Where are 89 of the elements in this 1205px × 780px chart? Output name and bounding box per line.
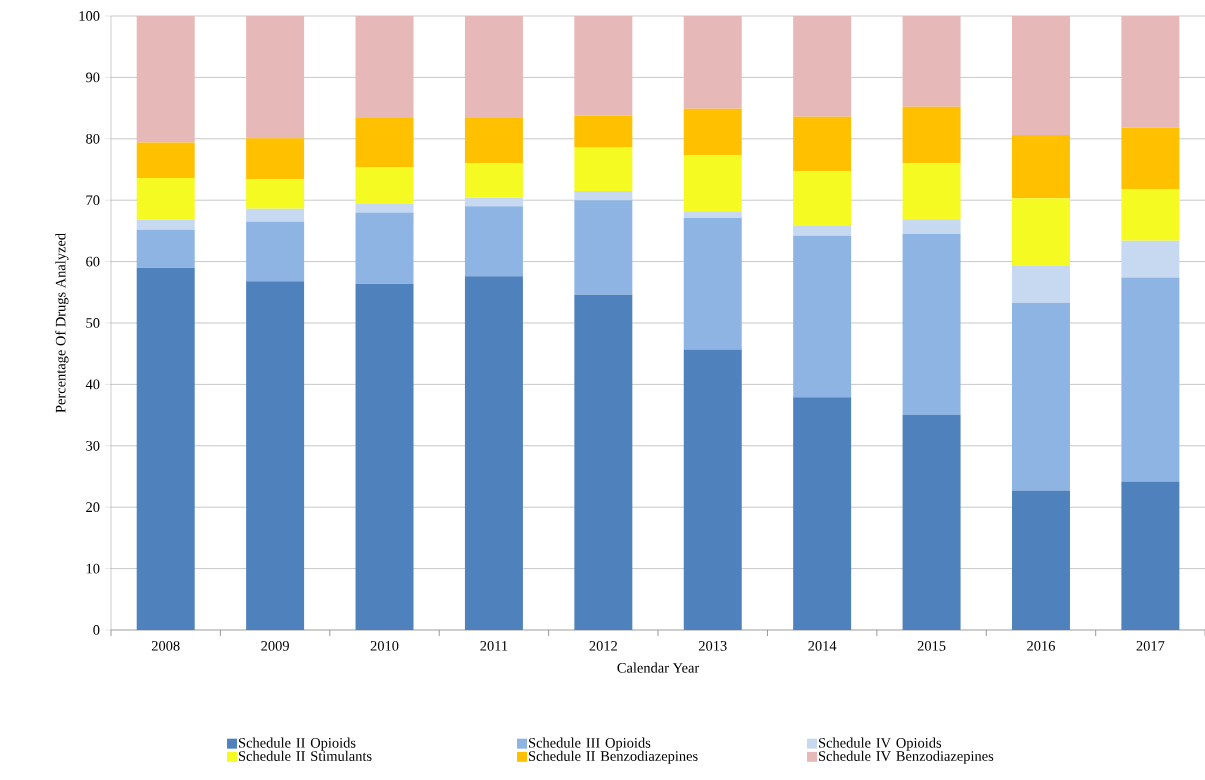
bar: [1121, 240, 1180, 278]
bar: [1121, 127, 1180, 190]
bar: [683, 349, 742, 630]
bar: [355, 212, 414, 284]
legend-label: Schedule IV Opioids: [819, 737, 942, 751]
bar: [1011, 135, 1070, 199]
bar: [574, 190, 633, 201]
bar: [574, 115, 633, 148]
x-tick-label: 2017: [1136, 641, 1165, 651]
x-tick-label: 2010: [370, 641, 399, 651]
bar: [902, 415, 961, 630]
bar: [355, 15, 414, 118]
bar: [902, 106, 961, 164]
bar: [464, 276, 523, 630]
y-tick-label: 60: [86, 256, 100, 267]
y-tick-label: 30: [86, 440, 100, 451]
bar: [136, 229, 195, 268]
legend-label: Schedule III Opioids: [529, 737, 651, 751]
bar: [355, 203, 414, 213]
bar: [464, 15, 523, 118]
bar: [902, 15, 961, 107]
bar: [246, 179, 305, 209]
y-tick-label: 100: [79, 11, 100, 21]
bar: [1121, 189, 1180, 241]
bar: [1011, 490, 1070, 630]
y-tick-label: 20: [86, 502, 100, 513]
bar: [793, 171, 852, 226]
bar: [464, 206, 523, 277]
x-tick-label: 2015: [917, 641, 946, 651]
bar: [793, 116, 852, 172]
y-tick-label: 10: [86, 563, 100, 574]
bar: [1011, 265, 1070, 303]
bar: [793, 397, 852, 630]
bar: [464, 197, 523, 207]
bar: [246, 208, 305, 222]
bar: [136, 142, 195, 179]
x-tick-label: 2013: [698, 641, 727, 651]
x-tick-label: 2009: [261, 641, 289, 651]
bar: [464, 117, 523, 164]
bar: [683, 211, 742, 218]
bar: [574, 294, 633, 630]
bar: [574, 200, 633, 295]
bar: [793, 235, 852, 398]
bar: [1011, 302, 1070, 491]
bar: [464, 163, 523, 198]
y-tick-label: 40: [85, 379, 100, 390]
bar: [683, 218, 742, 350]
bar: [136, 267, 195, 630]
bar: [902, 233, 961, 416]
bar: [793, 225, 852, 236]
bar: [1121, 277, 1180, 482]
y-tick-label: 90: [86, 72, 100, 83]
y-tick-label: 80: [86, 133, 100, 144]
bar: [1121, 481, 1180, 630]
bar: [683, 108, 742, 156]
bar: [1121, 15, 1180, 128]
y-tick-label: 0: [93, 625, 100, 635]
bar: [355, 117, 414, 168]
bar: [246, 138, 305, 180]
bar: [793, 15, 852, 117]
bar: [355, 167, 414, 204]
legend-label: Schedule II Stimulants: [239, 750, 372, 761]
bar: [246, 221, 305, 282]
legend-label: Schedule IV Benzodiazepines: [819, 750, 994, 764]
bar: [683, 15, 742, 109]
legend-label: Schedule II Benzodiazepines: [529, 750, 698, 764]
bar: [574, 15, 633, 116]
x-tick-label: 2008: [151, 641, 180, 651]
x-tick-label: 2014: [808, 641, 837, 651]
bar: [136, 15, 195, 143]
x-axis-title: Calendar Year: [617, 662, 700, 673]
x-tick-label: 2011: [480, 641, 508, 651]
bar: [683, 155, 742, 212]
bar: [574, 147, 633, 191]
y-axis-title: Percentage Of Drugs Analyzed: [55, 233, 69, 413]
y-tick-label: 50: [86, 318, 100, 328]
bar: [246, 281, 305, 630]
bar: [1011, 198, 1070, 266]
bar: [136, 178, 195, 220]
x-tick-label: 2012: [589, 641, 617, 651]
y-tick-label: 70: [86, 195, 100, 206]
bar: [902, 163, 961, 220]
legend-label: Schedule II Opioids: [239, 737, 356, 751]
x-tick-label: 2016: [1027, 641, 1055, 651]
bar: [355, 283, 414, 630]
bar: [1011, 15, 1070, 136]
bar: [136, 219, 195, 230]
bar: [246, 15, 305, 139]
bar: [902, 219, 961, 234]
